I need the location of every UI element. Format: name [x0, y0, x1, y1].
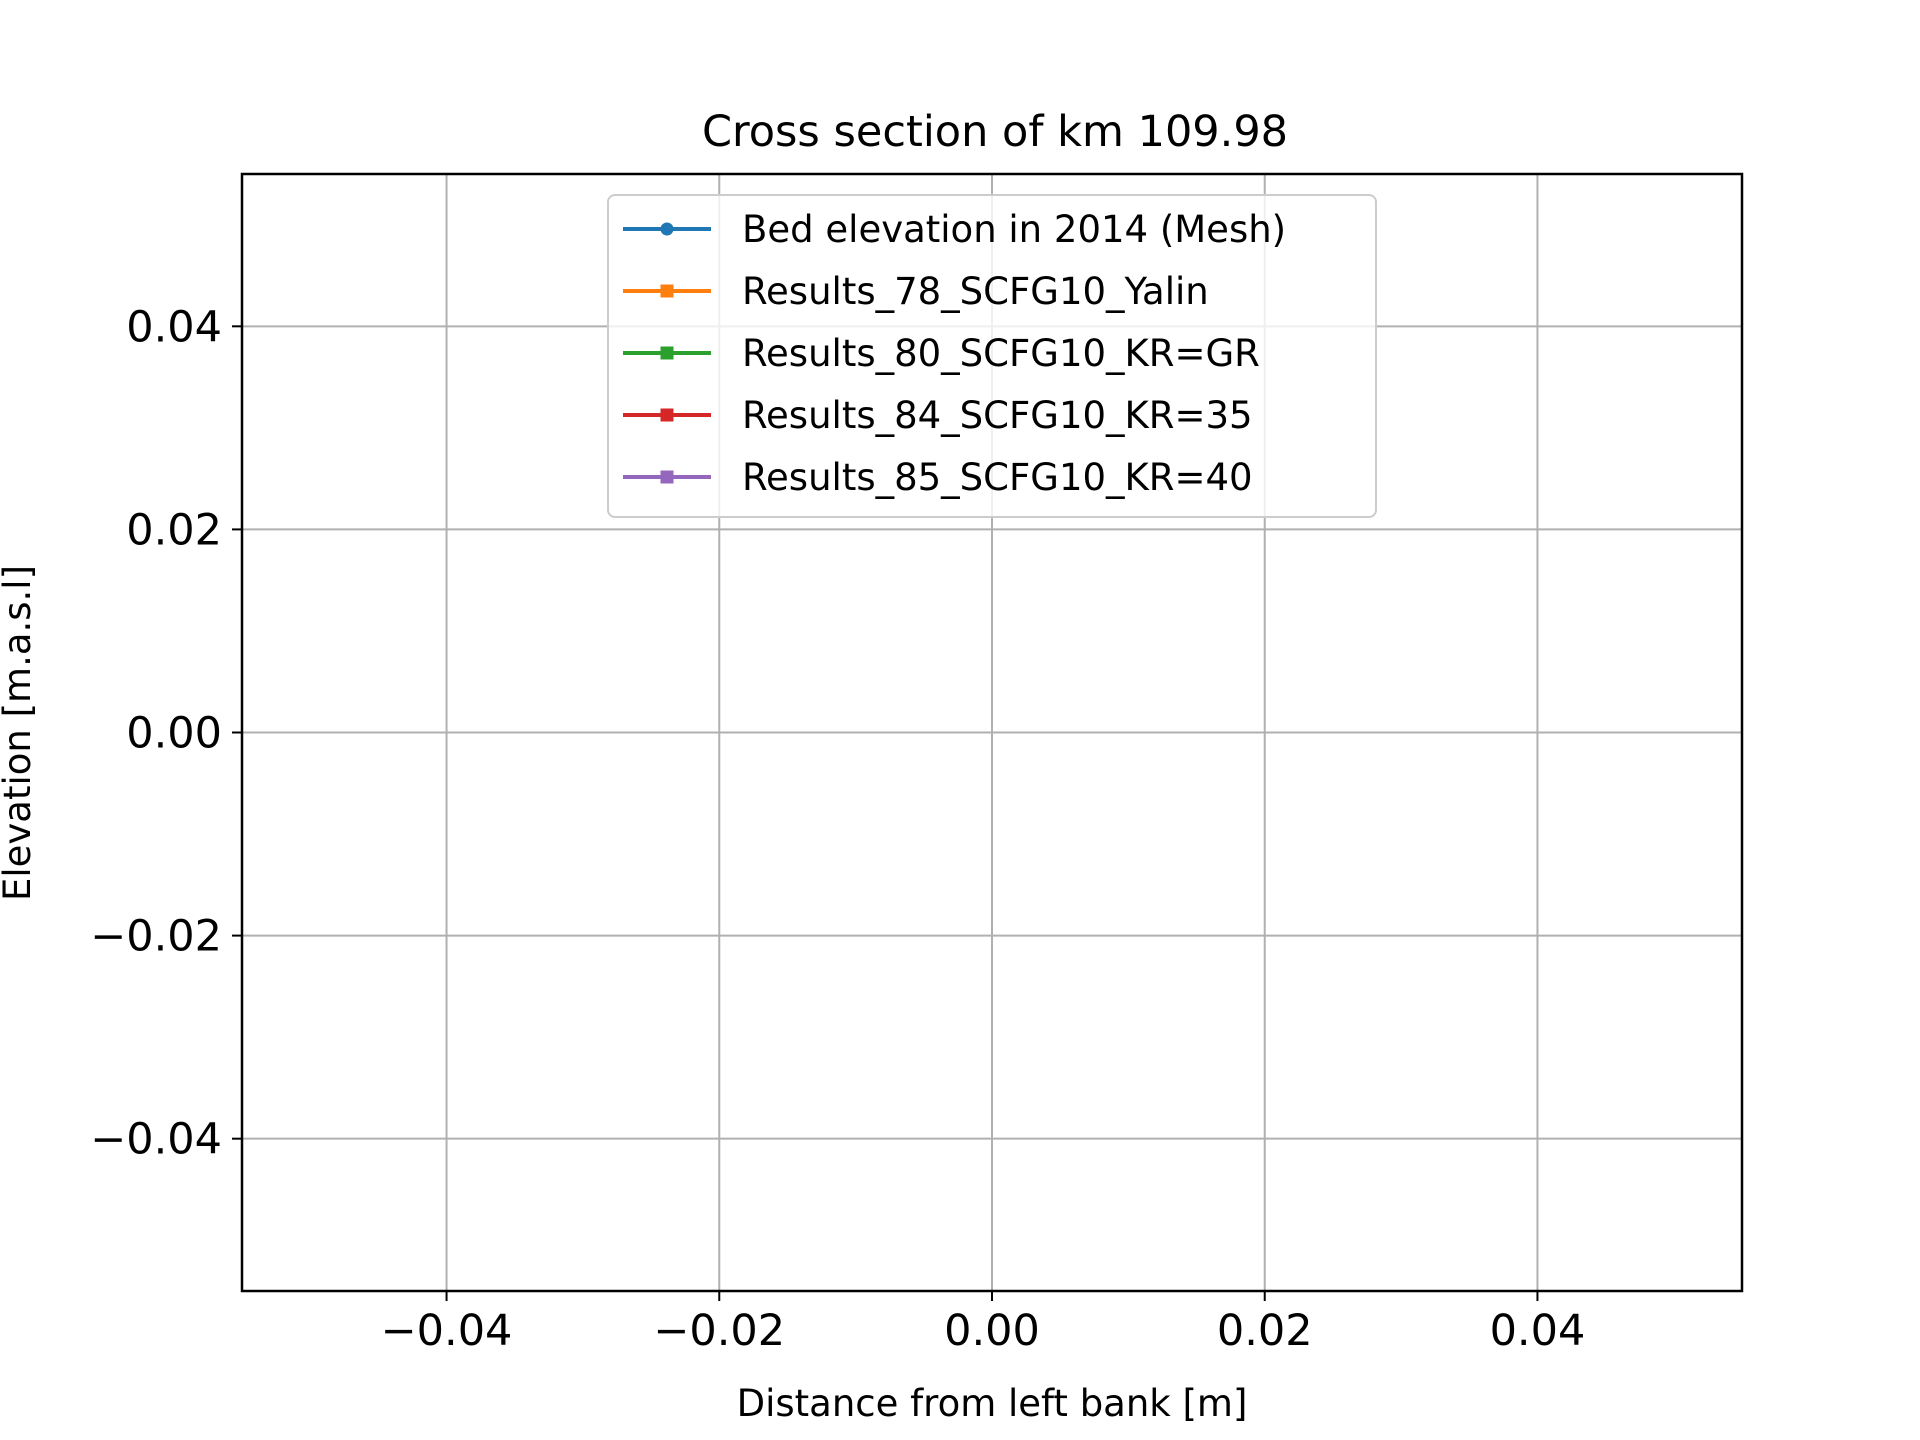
legend-entry: Results_80_SCFG10_KR=GR: [623, 332, 1260, 375]
legend-entry: Results_84_SCFG10_KR=35: [623, 394, 1253, 437]
legend-entry: Results_78_SCFG10_Yalin: [623, 270, 1209, 313]
y-tick-label: −0.02: [90, 912, 222, 962]
legend-label: Results_85_SCFG10_KR=40: [742, 456, 1253, 499]
legend: Bed elevation in 2014 (Mesh) Results_78_S…: [607, 194, 1377, 518]
legend-entry: Bed elevation in 2014 (Mesh): [623, 208, 1286, 251]
y-axis-ticks: −0.04 −0.02 0.00 0.02 0.04: [90, 302, 242, 1165]
legend-entry: Results_85_SCFG10_KR=40: [623, 456, 1253, 499]
legend-label: Results_84_SCFG10_KR=35: [742, 394, 1253, 437]
x-axis-ticks: −0.04 −0.02 0.00 0.02 0.04: [381, 1291, 1586, 1356]
legend-marker-square: [660, 408, 674, 422]
legend-label: Results_78_SCFG10_Yalin: [742, 270, 1209, 313]
x-axis-label: Distance from left bank [m]: [737, 1382, 1248, 1425]
x-tick-label: −0.02: [653, 1306, 785, 1356]
chart-title: Cross section of km 109.98: [702, 107, 1288, 157]
y-tick-label: 0.04: [126, 302, 222, 352]
y-tick-label: 0.00: [126, 709, 222, 759]
legend-marker-square: [660, 346, 674, 360]
x-tick-label: 0.00: [944, 1306, 1040, 1356]
x-tick-label: 0.02: [1217, 1306, 1313, 1356]
legend-label: Bed elevation in 2014 (Mesh): [742, 208, 1286, 251]
legend-marker-circle: [660, 222, 674, 236]
legend-marker-square: [660, 470, 674, 484]
legend-frame: [607, 194, 1377, 518]
legend-entries: Bed elevation in 2014 (Mesh) Results_78_S…: [623, 208, 1286, 499]
x-tick-label: 0.04: [1490, 1306, 1586, 1356]
legend-label: Results_80_SCFG10_KR=GR: [742, 332, 1260, 375]
x-tick-label: −0.04: [381, 1306, 513, 1356]
legend-marker-square: [660, 284, 674, 298]
y-tick-label: −0.04: [90, 1115, 222, 1165]
y-tick-label: 0.02: [126, 505, 222, 555]
y-axis-label: Elevation [m.a.s.l]: [0, 565, 39, 901]
